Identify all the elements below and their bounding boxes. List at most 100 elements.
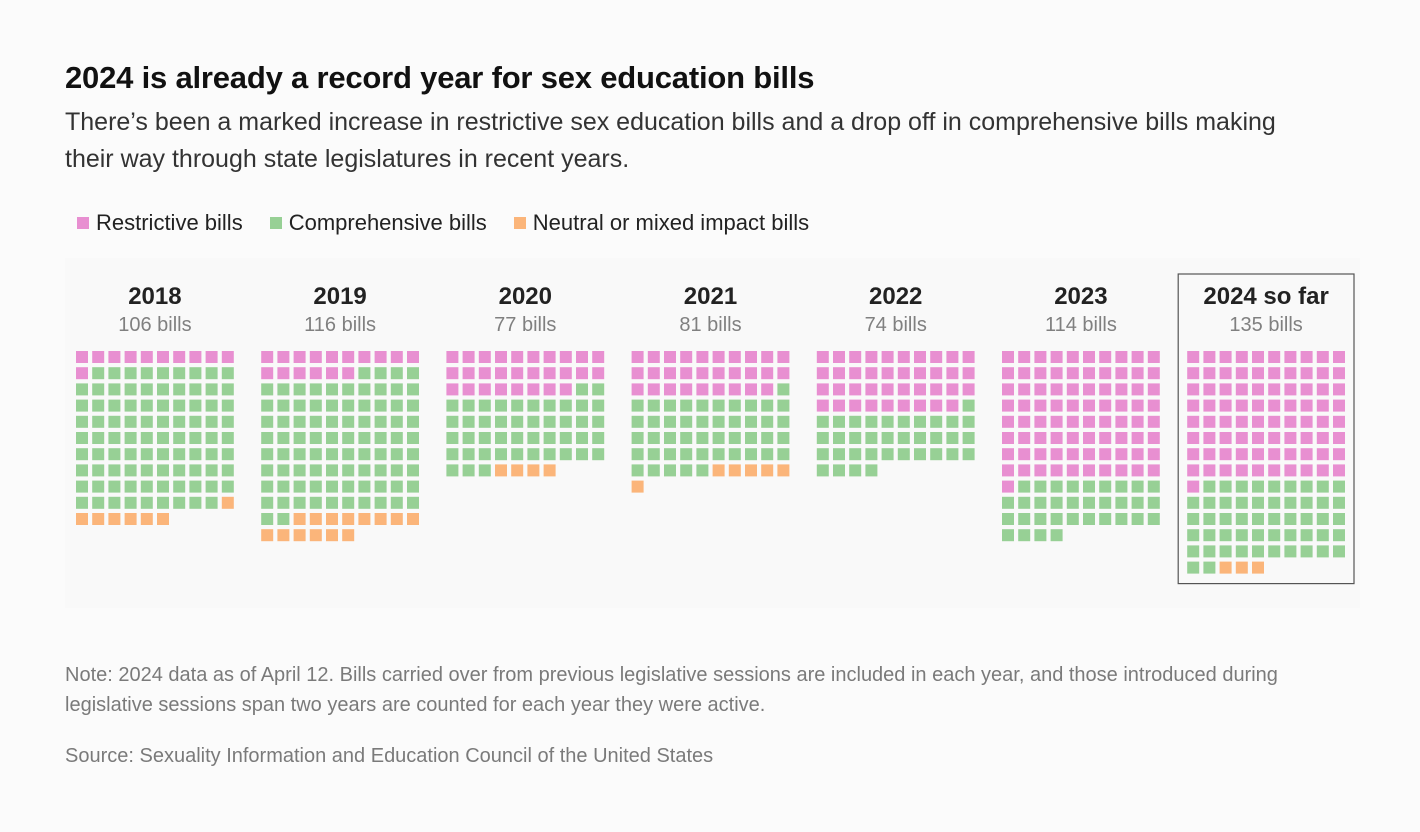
waffle-square-comprehensive [631,399,644,412]
waffle-square-comprehensive [647,464,660,477]
waffle-square-comprehensive [696,399,709,412]
waffle-square-restrictive [576,351,588,363]
waffle-square-comprehensive [358,383,371,396]
waffle-square-restrictive [1235,351,1248,363]
waffle-square-comprehensive [1099,480,1112,493]
waffle-square-restrictive [1252,432,1264,444]
waffle-square-comprehensive [92,415,105,428]
waffle-square-comprehensive [342,464,355,477]
waffle-square-comprehensive [108,448,121,461]
waffle-square-restrictive [1300,399,1313,412]
waffle-square-restrictive [342,367,355,380]
waffle-square-comprehensive [664,432,676,444]
waffle-square-restrictive [1131,464,1144,477]
waffle-square-comprehensive [124,448,137,461]
waffle-square-comprehensive [358,464,371,477]
waffle-square-comprehensive [309,415,322,428]
waffle-square-comprehensive [576,383,588,396]
waffle-square-restrictive [446,351,459,363]
waffle-square-restrictive [108,351,121,363]
waffle-square-comprehensive [342,415,355,428]
waffle-square-restrictive [1147,351,1160,363]
waffle-square-restrictive [1219,448,1232,461]
waffle-square-restrictive [309,351,322,363]
waffle-square-comprehensive [849,448,862,461]
waffle-square-restrictive [1066,415,1079,428]
waffle-square-restrictive [712,351,725,363]
legend: Restrictive bills Comprehensive bills Ne… [77,210,836,236]
waffle-square-comprehensive [140,383,153,396]
waffle-square-comprehensive [407,480,419,493]
waffle-square-neutral [277,529,290,542]
waffle-square-comprehensive [1268,513,1281,525]
waffle-square-comprehensive [92,448,105,461]
waffle-square-comprehensive [173,432,186,444]
waffle-square-comprehensive [559,415,572,428]
waffle-square-restrictive [495,383,507,396]
waffle-square-comprehensive [1235,496,1248,509]
waffle-square-comprehensive [407,399,419,412]
waffle-square-restrictive [559,383,572,396]
waffle-square-neutral [157,513,169,525]
waffle-square-comprehensive [261,513,274,525]
waffle-square-restrictive [631,351,644,363]
waffle-square-comprehensive [205,415,218,428]
waffle-square-restrictive [511,383,524,396]
waffle-square-neutral [92,513,105,525]
waffle-square-comprehensive [946,415,959,428]
waffle-square-neutral [309,513,322,525]
waffle-square-restrictive [1268,415,1281,428]
waffle-square-restrictive [1066,383,1079,396]
waffle-square-restrictive [446,383,459,396]
waffle-square-comprehensive [390,448,403,461]
waffle-square-restrictive [849,351,862,363]
waffle-square-restrictive [1083,351,1095,363]
waffle-square-comprehensive [1235,529,1248,542]
waffle-square-comprehensive [631,432,644,444]
waffle-square-comprehensive [1002,513,1014,525]
waffle-square-comprehensive [277,432,290,444]
waffle-square-comprehensive [407,496,419,509]
waffle-square-restrictive [777,367,790,380]
waffle-square-comprehensive [124,464,137,477]
waffle-square-comprehensive [326,432,338,444]
waffle-square-restrictive [543,383,556,396]
waffle-square-comprehensive [1300,496,1313,509]
waffle-square-restrictive [1083,415,1095,428]
waffle-square-comprehensive [1034,480,1047,493]
waffle-square-comprehensive [478,464,491,477]
waffle-square-restrictive [881,367,894,380]
waffle-square-restrictive [1187,448,1200,461]
waffle-square-restrictive [680,367,693,380]
waffle-square-comprehensive [108,383,121,396]
waffle-square-comprehensive [1034,513,1047,525]
waffle-square-comprehensive [1147,480,1160,493]
waffle-square-comprehensive [865,432,878,444]
waffle-square-comprehensive [1333,545,1345,558]
waffle-square-comprehensive [157,480,169,493]
waffle-square-comprehensive [261,399,274,412]
waffle-square-comprehensive [1268,496,1281,509]
waffle-square-restrictive [277,367,290,380]
waffle-square-comprehensive [680,432,693,444]
waffle-square-comprehensive [221,464,234,477]
waffle-square-restrictive [221,351,234,363]
waffle-square-neutral [712,464,725,477]
legend-item-restrictive: Restrictive bills [77,210,243,236]
waffle-square-restrictive [1066,399,1079,412]
waffle-square-restrictive [1203,464,1216,477]
waffle-square-comprehensive [92,496,105,509]
waffle-square-comprehensive [189,399,202,412]
waffle-square-comprehensive [559,448,572,461]
waffle-square-comprehensive [816,448,829,461]
waffle-square-restrictive [1050,464,1063,477]
waffle-square-comprehensive [833,415,845,428]
waffle-square-comprehensive [576,432,588,444]
waffle-square-restrictive [374,351,387,363]
waffle-square-restrictive [1284,432,1297,444]
total-label-2024-so-far: 135 bills [1229,314,1302,336]
waffle-square-comprehensive [897,448,910,461]
waffle-square-restrictive [914,399,926,412]
waffle-square-restrictive [1050,383,1063,396]
waffle-square-comprehensive [680,415,693,428]
